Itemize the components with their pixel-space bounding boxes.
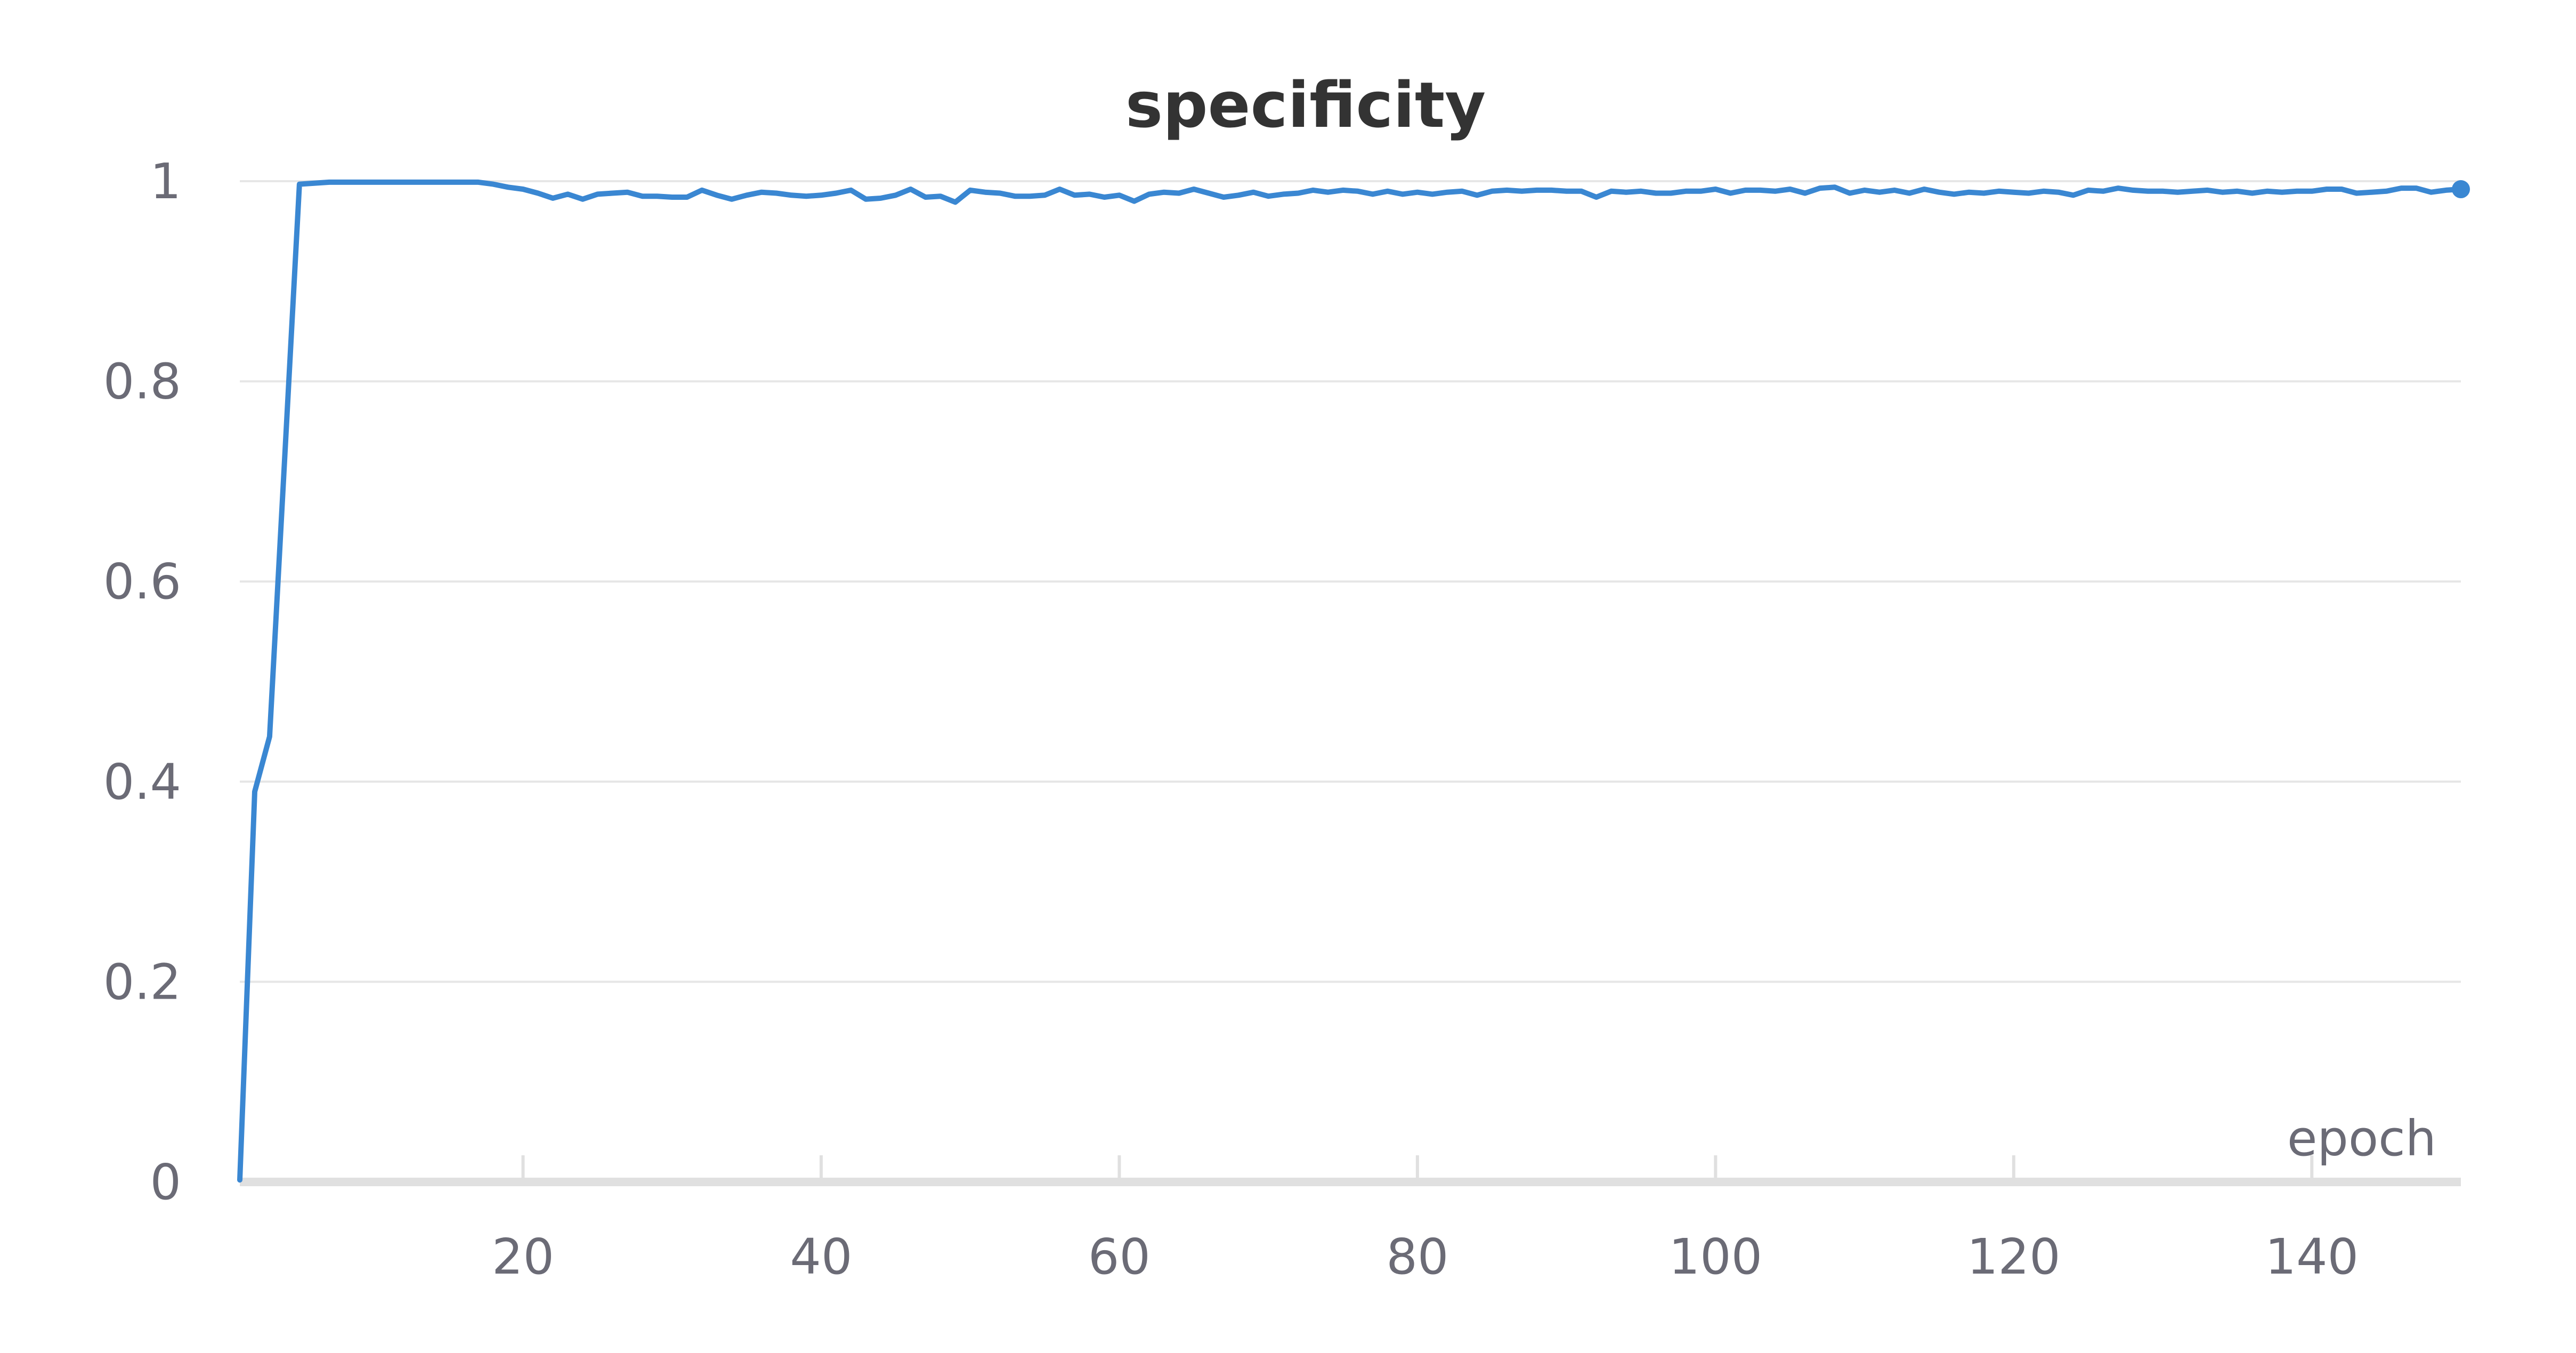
y-tick-label: 0.6 <box>103 553 181 610</box>
y-tick-label: 0 <box>150 1154 181 1211</box>
y-tick-label: 0.2 <box>103 953 181 1010</box>
x-tick-label: 60 <box>1088 1228 1151 1285</box>
gridlines <box>240 180 2461 983</box>
x-axis-ticks: 20 40 60 80 100 120 140 <box>492 1155 2359 1285</box>
y-tick-label: 0.4 <box>103 754 181 811</box>
y-axis-ticks: 0 0.2 0.4 0.6 0.8 1 <box>103 153 181 1211</box>
last-point-marker <box>2452 180 2470 199</box>
x-tick-label: 140 <box>2265 1228 2359 1285</box>
x-tick-label: 20 <box>492 1228 554 1285</box>
x-tick-label: 120 <box>1967 1228 2061 1285</box>
y-tick-label: 1 <box>150 153 181 210</box>
x-axis-label: epoch <box>2287 1110 2436 1167</box>
x-tick-label: 80 <box>1386 1228 1448 1285</box>
series-layer <box>237 179 2470 1183</box>
y-tick-label: 0.8 <box>103 353 181 410</box>
series-line <box>237 179 2464 1183</box>
chart-title: specificity <box>1125 68 1486 142</box>
x-tick-label: 40 <box>790 1228 852 1285</box>
x-tick-label: 100 <box>1669 1228 1763 1285</box>
